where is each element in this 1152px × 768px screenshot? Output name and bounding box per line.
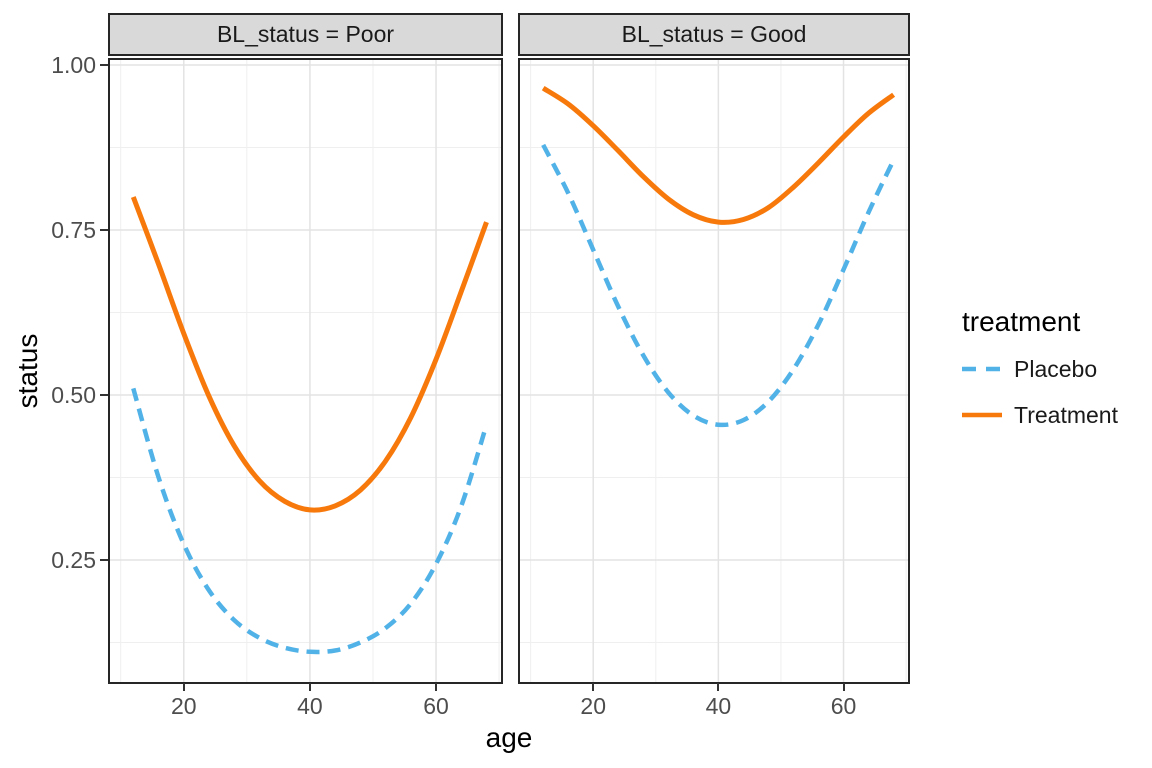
x-tick-mark [435, 683, 438, 691]
x-tick-mark [842, 683, 845, 691]
y-tick-mark [100, 64, 108, 67]
curve-treatment [541, 85, 896, 225]
x-tick-mark [592, 683, 595, 691]
y-tick-mark [100, 559, 108, 562]
y-axis-title: status [12, 333, 43, 409]
facet-strip-label: BL_status = Good [621, 21, 807, 47]
facet-strip-good: BL_status = Good [518, 13, 910, 56]
x-tick-label: 20 [170, 693, 197, 719]
panel-plot-area-poor [110, 60, 501, 682]
x-tick-label: 20 [580, 693, 607, 719]
y-tick-label: 1.00 [51, 52, 96, 79]
panel-plot-area-good [520, 60, 908, 682]
legend: treatment Placebo Treatment [962, 306, 1147, 446]
curve-placebo [541, 143, 896, 428]
legend-item-treatment: Treatment [962, 402, 1118, 428]
curve-treatment [130, 196, 489, 513]
placebo-key-line-icon [962, 366, 1002, 372]
x-tick-label: 60 [423, 693, 449, 719]
y-tick-label: 0.25 [51, 547, 96, 574]
y-tick-mark [100, 229, 108, 232]
x-tick-label: 40 [297, 693, 323, 719]
facet-strip-label: BL_status = Poor [216, 21, 395, 47]
facet-strip-poor: BL_status = Poor [108, 13, 503, 56]
x-tick-label: 60 [830, 693, 857, 719]
legend-item-label: Treatment [1014, 401, 1118, 428]
x-tick-mark [182, 683, 185, 691]
x-tick-mark [717, 683, 720, 691]
y-tick-label: 0.75 [51, 217, 96, 244]
legend-item-placebo: Placebo [962, 356, 1097, 382]
y-tick-mark [100, 394, 108, 397]
legend-title: treatment [962, 306, 1081, 337]
treatment-key-line-icon [962, 412, 1002, 418]
x-tick-mark [308, 683, 311, 691]
facet-panel-good [518, 58, 910, 684]
x-axis-title: age [485, 722, 533, 753]
facet-panel-poor [108, 58, 503, 684]
y-tick-label: 0.50 [51, 382, 96, 409]
x-tick-label: 40 [705, 693, 732, 719]
legend-item-label: Placebo [1014, 355, 1098, 382]
curve-placebo [131, 387, 489, 655]
